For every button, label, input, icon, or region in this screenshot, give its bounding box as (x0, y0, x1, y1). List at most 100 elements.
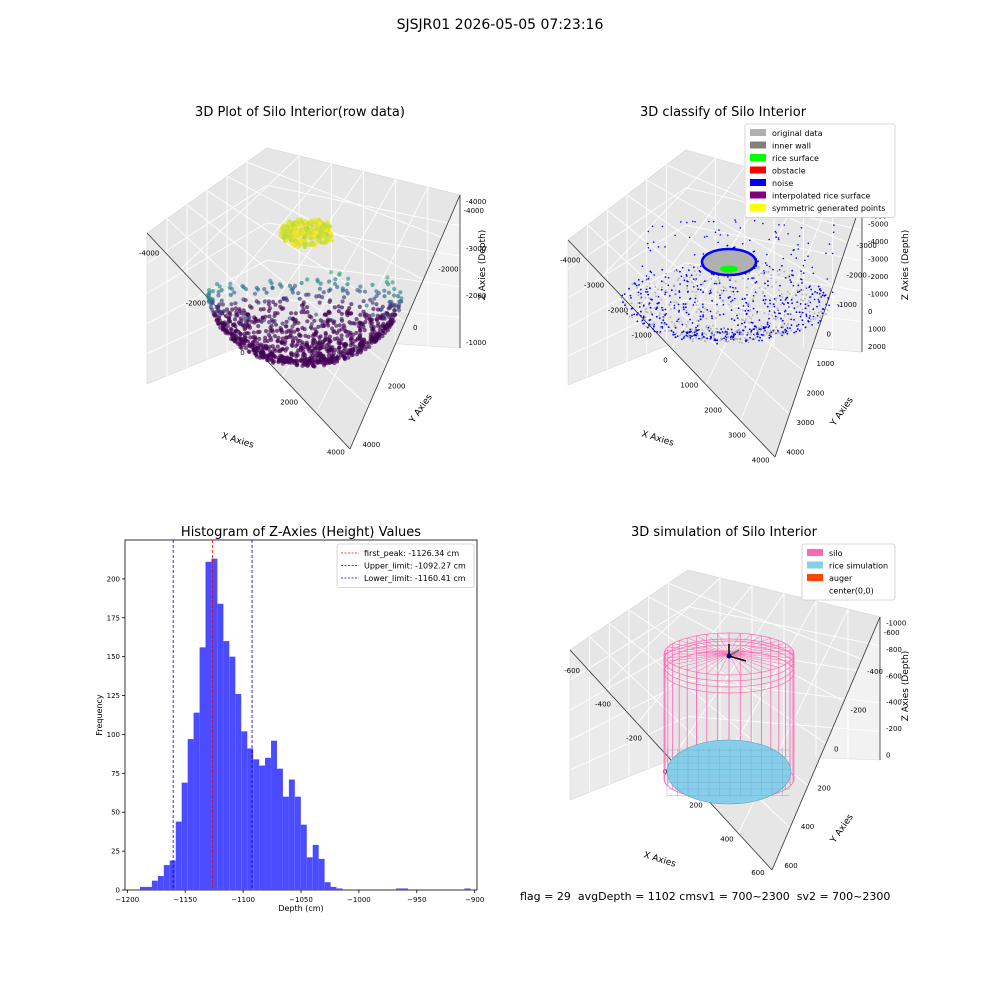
data-point (738, 333, 741, 336)
data-point (649, 318, 652, 321)
grid-line (266, 184, 461, 227)
z-axis-label: Z Axies (Depth) (478, 230, 488, 301)
data-point (264, 329, 269, 334)
data-point (702, 311, 705, 314)
data-point (689, 338, 692, 341)
data-point (300, 231, 305, 236)
data-point (728, 278, 730, 280)
data-point (780, 320, 783, 323)
data-point (361, 299, 366, 304)
data-point (770, 331, 773, 334)
data-point (290, 317, 296, 322)
data-point (642, 322, 644, 325)
data-point (716, 339, 719, 342)
y-tick-label: 125 (107, 692, 120, 700)
data-point (660, 280, 663, 283)
data-point (273, 302, 278, 307)
data-point (229, 286, 234, 291)
histogram-bar (181, 782, 188, 890)
data-point (749, 333, 752, 336)
data-point (271, 353, 276, 358)
data-point (791, 302, 793, 305)
data-point (757, 333, 759, 336)
data-point (799, 303, 802, 305)
silo-roof-line (728, 653, 791, 662)
data-point (790, 299, 793, 301)
data-point (775, 236, 777, 238)
data-point (278, 328, 283, 333)
data-point (796, 289, 799, 292)
data-point (289, 311, 294, 316)
data-point (290, 241, 295, 247)
data-point (757, 331, 760, 334)
data-point (692, 266, 695, 269)
data-point (716, 342, 718, 345)
data-point (709, 310, 712, 313)
histogram-bar (193, 712, 200, 890)
data-point (766, 264, 768, 267)
x-tick-label: -3000 (584, 282, 604, 290)
data-point (339, 318, 345, 323)
data-point (705, 279, 708, 282)
data-point (342, 325, 347, 330)
data-point (667, 326, 670, 329)
data-point (362, 313, 367, 318)
data-point (798, 290, 801, 293)
data-point (255, 287, 261, 292)
z-tick-label: -5000 (868, 221, 888, 229)
data-point (781, 302, 784, 304)
data-point (251, 330, 256, 335)
data-point (280, 336, 285, 341)
y-axis-label: Y Axies (828, 812, 856, 845)
data-point (819, 315, 822, 318)
data-point (635, 284, 638, 287)
data-point (806, 305, 809, 307)
data-point (694, 279, 696, 282)
data-point (257, 336, 262, 341)
data-point (801, 319, 804, 322)
data-point (731, 299, 734, 302)
data-point (804, 303, 807, 306)
data-point (786, 327, 789, 329)
data-point (640, 292, 642, 295)
histogram-bar (253, 759, 260, 890)
data-point (684, 334, 686, 337)
data-point (778, 312, 780, 315)
grid-line (687, 679, 881, 704)
data-point (804, 307, 807, 310)
data-point (648, 304, 651, 306)
z-tick-label: -1000 (466, 339, 486, 347)
data-point (318, 281, 323, 286)
data-point (805, 286, 808, 289)
data-point (793, 318, 795, 321)
data-point (701, 332, 704, 334)
data-point (762, 273, 765, 276)
data-point (650, 271, 653, 274)
y-tick-label: 4000 (786, 449, 804, 457)
data-point (661, 225, 664, 228)
data-point (349, 302, 354, 307)
silo-roof-line (728, 650, 794, 655)
data-point (752, 250, 755, 253)
data-point (652, 328, 654, 330)
y-tick-label: 0 (116, 887, 120, 895)
data-point (670, 329, 673, 332)
legend-swatch (750, 129, 766, 136)
data-point (781, 334, 783, 337)
data-point (787, 330, 790, 333)
histogram-bar (300, 824, 307, 890)
data-point (352, 321, 358, 326)
data-point (314, 226, 319, 232)
data-point (745, 302, 748, 304)
data-point (703, 332, 706, 335)
data-point (694, 301, 696, 304)
data-point (647, 247, 650, 249)
data-point (332, 305, 337, 310)
data-point (779, 299, 782, 301)
data-point (739, 227, 742, 229)
data-point (742, 319, 745, 322)
data-point (371, 324, 376, 330)
data-point (396, 305, 401, 310)
data-point (812, 308, 815, 311)
data-point (374, 302, 379, 307)
